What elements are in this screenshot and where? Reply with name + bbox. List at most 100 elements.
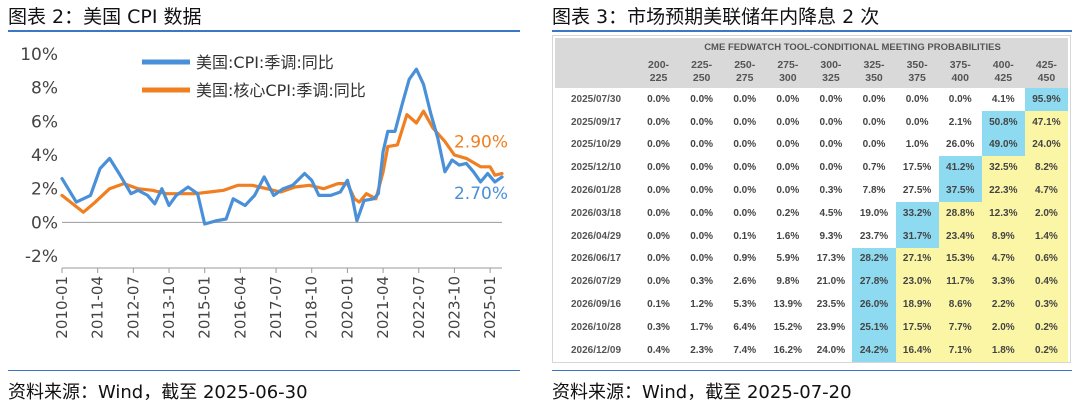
meeting-row: 2026/04/29 0.0% 0.0% 0.1% 1.6% 9.3% 23.7% 31.7%… bbox=[555, 224, 1068, 248]
probability-cell: 17.3% bbox=[816, 253, 846, 265]
probability-cell: 0.3% bbox=[647, 321, 670, 333]
probability-cell: 4.7% bbox=[981, 247, 1025, 271]
meeting-date: 2026/12/09 bbox=[570, 344, 622, 356]
meeting-date: 2026/10/28 bbox=[570, 321, 622, 333]
rate-range-header: 325- 350 bbox=[852, 56, 896, 88]
probability-cell: 0.0% bbox=[647, 93, 670, 105]
meeting-date: 2025/07/30 bbox=[570, 93, 622, 105]
probability-cell: 0.0% bbox=[647, 253, 670, 265]
probability-cell: 24.2% bbox=[852, 338, 896, 362]
y-tick-label: 8% bbox=[31, 79, 58, 99]
probability-cell: 23.7% bbox=[859, 230, 889, 242]
probability-cell: 15.2% bbox=[773, 321, 802, 333]
probability-cell: 1.0% bbox=[905, 139, 929, 151]
probability-cell: 17.5% bbox=[895, 315, 939, 339]
rate-range-header: 200- 225 bbox=[637, 56, 681, 88]
probability-cell: 9.3% bbox=[819, 230, 843, 242]
probability-cell: 0.0% bbox=[690, 253, 714, 265]
probability-cell: 22.3% bbox=[981, 179, 1025, 202]
cpi-panel-title: 图表 2：美国 CPI 数据 bbox=[8, 6, 202, 28]
probability-cell: 0.0% bbox=[733, 93, 757, 105]
probability-cell: 1.2% bbox=[690, 299, 714, 311]
meeting-row: 2026/12/09 0.4% 2.3% 7.4% 16.2% 24.0% 24.2% 16.… bbox=[555, 338, 1068, 362]
probability-cell: 0.0% bbox=[690, 139, 714, 151]
probability-cell: 4.1% bbox=[991, 93, 1015, 105]
meeting-date: 2026/09/16 bbox=[570, 299, 622, 311]
probability-cell: 1.8% bbox=[981, 338, 1025, 362]
probability-cell: 0.0% bbox=[690, 185, 714, 197]
right-title-rule bbox=[552, 30, 1072, 32]
probability-cell: 0.0% bbox=[776, 93, 800, 105]
meeting-date: 2025/12/10 bbox=[570, 162, 622, 174]
probability-cell: 0.6% bbox=[1024, 247, 1068, 271]
probability-cell: 0.0% bbox=[776, 116, 800, 128]
meeting-row: 2026/06/17 0.0% 0.0% 0.9% 5.9% 17.3% 28.2% 27.1… bbox=[555, 247, 1068, 271]
probability-cell: 0.0% bbox=[733, 207, 757, 219]
x-tick-label: 2018-10 bbox=[303, 276, 321, 339]
probability-cell: 23.0% bbox=[895, 270, 939, 294]
probability-cell: 0.4% bbox=[647, 344, 670, 356]
table-corner bbox=[555, 38, 637, 56]
table-title: CME FEDWATCH TOOL-CONDITIONAL MEETING PR… bbox=[637, 38, 1068, 56]
probability-cell: 0.0% bbox=[819, 162, 843, 174]
probability-cell: 33.2% bbox=[895, 201, 939, 225]
rate-range-header: 400- 425 bbox=[981, 56, 1025, 88]
cpi-line-chart: -2%0%2%4%6%8%10% 2010-01 2011-04 2012-07 20… bbox=[20, 45, 508, 339]
probability-cell: 28.8% bbox=[938, 201, 982, 225]
probability-cell: 0.2% bbox=[1024, 338, 1068, 362]
meeting-date: 2025/10/29 bbox=[570, 139, 622, 151]
core-cpi-line bbox=[60, 109, 504, 214]
y-axis-ticks: -2% 0% 2% 4% 6% 8% 10% bbox=[20, 45, 58, 267]
y-tick-label: 0% bbox=[31, 213, 58, 233]
probability-cell: 0.0% bbox=[819, 93, 843, 105]
probability-cell: 13.9% bbox=[773, 299, 802, 311]
probability-cell: 0.1% bbox=[647, 299, 670, 311]
probability-cell: 6.4% bbox=[733, 321, 757, 333]
probability-cell: 2.3% bbox=[690, 344, 714, 356]
probability-cell: 0.0% bbox=[647, 185, 670, 197]
probability-cell: 7.7% bbox=[938, 315, 982, 339]
rate-range-header: 300- 325 bbox=[809, 56, 853, 88]
probability-cell: 0.0% bbox=[690, 162, 714, 174]
y-tick-label: 10% bbox=[20, 45, 58, 65]
probability-cell: 95.9% bbox=[1024, 88, 1068, 111]
x-tick-label: 2021-04 bbox=[374, 276, 392, 339]
probability-cell: 1.4% bbox=[1024, 224, 1068, 248]
probability-cell: 0.0% bbox=[647, 139, 670, 151]
probability-cell: 0.0% bbox=[948, 93, 972, 105]
probability-cell: 37.5% bbox=[938, 179, 982, 202]
headline-cpi-line bbox=[60, 67, 504, 226]
probability-cell: 0.2% bbox=[1024, 315, 1068, 339]
probability-cell: 0.3% bbox=[690, 276, 714, 288]
probability-cell: 7.8% bbox=[862, 185, 886, 197]
end-value-label: 2.70% bbox=[454, 184, 508, 204]
right-source-rule bbox=[552, 370, 1072, 371]
x-axis-ticks: 2010-01 2011-04 2012-07 2013-10 2015-01 2016-… bbox=[53, 268, 499, 339]
probability-cell: 5.9% bbox=[776, 253, 800, 265]
probability-cell: 16.2% bbox=[773, 344, 802, 356]
probability-cell: 8.9% bbox=[981, 224, 1025, 248]
probability-cell: 26.0% bbox=[946, 139, 975, 151]
probability-cell: 0.0% bbox=[862, 93, 886, 105]
series-group bbox=[60, 67, 504, 226]
probability-cell: 19.0% bbox=[859, 207, 889, 219]
meeting-row: 2025/07/30 0.0% 0.0% 0.0% 0.0% 0.0% 0.0% 0.0% 0.… bbox=[555, 88, 1068, 111]
probability-cell: 15.3% bbox=[938, 247, 982, 271]
x-tick-label: 2020-01 bbox=[338, 276, 356, 339]
x-tick-label: 2015-01 bbox=[196, 276, 214, 339]
probability-cell: 4.5% bbox=[819, 207, 843, 219]
probability-cell: 0.0% bbox=[862, 116, 886, 128]
probability-cell: 47.1% bbox=[1024, 110, 1068, 134]
probability-cell: 0.7% bbox=[862, 162, 886, 174]
meeting-row: 2026/01/28 0.0% 0.0% 0.0% 0.0% 0.3% 7.8% 27.5% 3… bbox=[555, 179, 1068, 202]
fedwatch-panel-title: 图表 3：市场预期美联储年内降息 2 次 bbox=[552, 6, 880, 28]
probability-cell: 0.4% bbox=[1024, 270, 1068, 294]
probability-cell: 50.8% bbox=[981, 110, 1025, 134]
meeting-date: 2026/07/29 bbox=[570, 276, 622, 288]
probability-cell: 32.5% bbox=[981, 156, 1025, 180]
y-tick-label: 4% bbox=[31, 146, 58, 166]
x-tick-label: 2012-07 bbox=[124, 276, 142, 339]
meeting-row: 2026/03/18 0.0% 0.0% 0.0% 0.2% 4.5% 19.0% 33.2%… bbox=[555, 201, 1068, 225]
meeting-row: 2026/10/28 0.3% 1.7% 6.4% 15.2% 23.9% 25.1% 17.… bbox=[555, 315, 1068, 339]
